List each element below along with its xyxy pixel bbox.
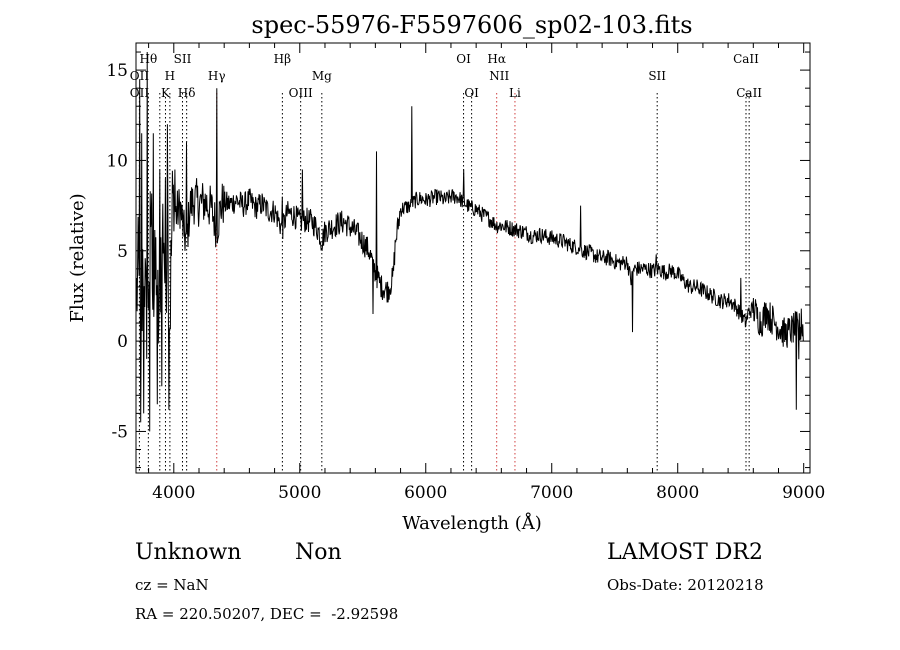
chart-title: spec-55976-F5597606_sp02-103.fits <box>251 11 692 39</box>
line-label: CaII <box>736 86 762 100</box>
line-label: Hβ <box>274 52 291 66</box>
spectral-class: Unknown <box>135 540 242 565</box>
line-label: Hδ <box>178 86 196 100</box>
line-label: OI <box>456 52 471 66</box>
line-label: SII <box>174 52 192 66</box>
spectrum-series <box>136 51 804 432</box>
line-label: CaII <box>733 52 759 66</box>
x-tick-label: 9000 <box>782 483 825 503</box>
line-markers <box>138 93 750 473</box>
line-label: H <box>165 69 175 83</box>
x-tick-label: 6000 <box>404 483 447 503</box>
line-label: OII <box>130 69 150 83</box>
survey-name: LAMOST DR2 <box>607 540 763 565</box>
line-label: Mg <box>312 69 332 83</box>
y-tick-label: 5 <box>117 242 128 262</box>
x-tick-label: 7000 <box>530 483 573 503</box>
y-axis: -5 0 5 10 15 <box>106 51 810 469</box>
line-label: OI <box>464 86 479 100</box>
line-label: Li <box>509 86 521 100</box>
spectrum-line <box>136 51 804 432</box>
x-tick-label: 8000 <box>656 483 699 503</box>
redshift-cz: cz = NaN <box>135 576 209 594</box>
spectral-subclass: Non <box>295 540 342 565</box>
line-label: NII <box>489 69 509 83</box>
plot-frame <box>135 42 811 474</box>
spectrum-chart: spec-55976-F5597606_sp02-103.fits OIIHθO… <box>67 11 825 534</box>
x-tick-label: 5000 <box>278 483 321 503</box>
x-axis: 4000 5000 6000 7000 8000 9000 <box>148 43 825 503</box>
y-tick-label: 0 <box>117 332 128 352</box>
y-axis-label: Flux (relative) <box>67 193 88 322</box>
y-tick-label: -5 <box>111 422 128 442</box>
line-label: Hγ <box>208 69 226 83</box>
line-label: K <box>161 86 171 100</box>
y-tick-label: 10 <box>106 151 128 171</box>
line-label: OII <box>130 86 150 100</box>
observation-date: Obs-Date: 20120218 <box>607 576 764 594</box>
line-label: OIII <box>289 86 313 100</box>
coordinates: RA = 220.50207, DEC = -2.92598 <box>135 605 399 623</box>
y-tick-label: 15 <box>106 61 128 81</box>
line-label: Hθ <box>139 52 157 66</box>
x-axis-label: Wavelength (Å) <box>402 512 542 534</box>
line-label: Hα <box>487 52 506 66</box>
x-tick-label: 4000 <box>152 483 195 503</box>
line-label: SII <box>648 69 666 83</box>
